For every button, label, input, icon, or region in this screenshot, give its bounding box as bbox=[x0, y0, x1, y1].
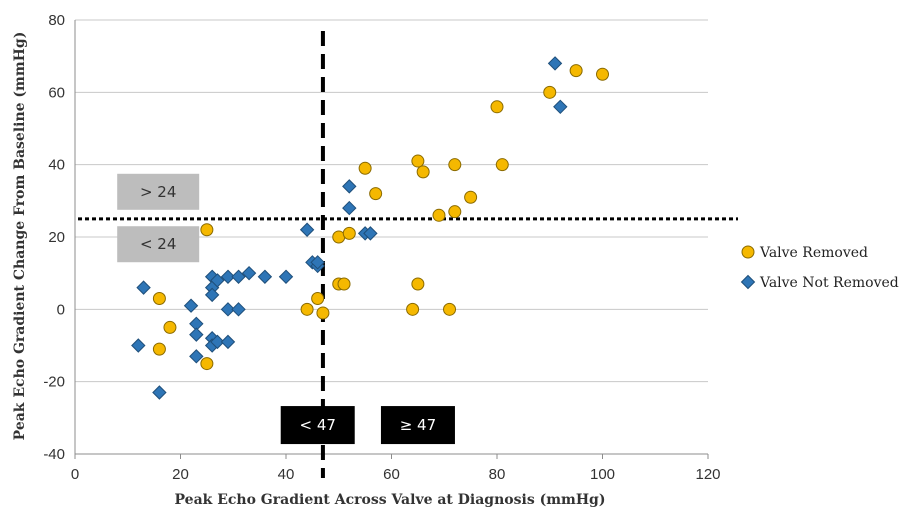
annotation-label: > 24 bbox=[140, 183, 176, 201]
x-tick-label: 120 bbox=[695, 466, 720, 483]
annotation-box bbox=[117, 173, 200, 210]
data-point bbox=[432, 208, 446, 222]
data-point bbox=[416, 165, 430, 179]
data-point bbox=[342, 226, 356, 240]
y-tick-label: -40 bbox=[43, 446, 65, 463]
x-tick-label: 60 bbox=[383, 466, 400, 483]
data-point bbox=[204, 287, 220, 303]
data-point bbox=[200, 357, 214, 371]
x-tick-label: 40 bbox=[278, 466, 295, 483]
data-point bbox=[543, 85, 557, 99]
data-point bbox=[257, 269, 273, 284]
x-tick-label: 80 bbox=[489, 466, 506, 483]
data-point bbox=[189, 349, 204, 364]
legend-label: Valve Removed bbox=[759, 245, 868, 261]
data-point bbox=[300, 302, 314, 316]
data-point bbox=[152, 385, 167, 400]
data-point bbox=[299, 222, 315, 237]
data-point bbox=[210, 334, 225, 350]
data-point bbox=[411, 154, 425, 168]
annotation-box bbox=[380, 406, 455, 445]
data-point bbox=[278, 269, 294, 284]
data-point bbox=[337, 277, 351, 291]
data-point bbox=[136, 280, 151, 295]
legend: Valve Removed Valve Not Removed bbox=[740, 245, 899, 291]
legend-marker bbox=[740, 274, 756, 290]
data-point bbox=[406, 302, 420, 316]
data-point bbox=[231, 302, 246, 317]
annotation-label: < 47 bbox=[300, 416, 336, 434]
data-point bbox=[411, 277, 425, 291]
x-axis-title: Peak Echo Gradient Across Valve at Diagn… bbox=[175, 492, 606, 508]
annotation-label: < 24 bbox=[140, 235, 176, 253]
y-tick-label: 0 bbox=[57, 301, 65, 318]
data-point bbox=[553, 99, 568, 115]
data-points bbox=[131, 56, 609, 400]
data-point bbox=[596, 67, 609, 81]
data-point bbox=[210, 273, 225, 288]
series-valve-removed bbox=[152, 64, 609, 371]
annotation-box bbox=[117, 226, 200, 263]
x-tick-label: 20 bbox=[172, 466, 189, 483]
data-point bbox=[310, 255, 325, 270]
y-tick-label: 40 bbox=[48, 157, 65, 174]
y-tick-label: -20 bbox=[43, 374, 65, 391]
data-point bbox=[189, 327, 204, 342]
x-tick-label: 100 bbox=[590, 466, 615, 483]
data-point bbox=[443, 302, 457, 316]
data-point bbox=[342, 179, 357, 194]
data-point bbox=[448, 158, 462, 172]
legend-marker bbox=[741, 245, 755, 259]
data-point bbox=[311, 291, 325, 305]
data-point bbox=[363, 226, 378, 241]
data-point bbox=[569, 64, 583, 78]
x-tick-label: 0 bbox=[71, 466, 79, 483]
annotations: > 24 < 24 < 47 ≥ 47 bbox=[117, 173, 455, 445]
data-point bbox=[495, 158, 509, 172]
data-point bbox=[183, 298, 199, 313]
data-point bbox=[241, 265, 257, 281]
data-point bbox=[369, 187, 383, 201]
data-point bbox=[316, 306, 330, 320]
data-point bbox=[490, 100, 504, 114]
data-point bbox=[547, 56, 563, 71]
data-point bbox=[464, 190, 478, 204]
legend-label: Valve Not Removed bbox=[759, 275, 899, 291]
data-point bbox=[152, 342, 166, 356]
series-valve-not-removed bbox=[131, 56, 568, 400]
data-point bbox=[152, 291, 166, 305]
annotation-label: ≥ 47 bbox=[400, 416, 436, 434]
data-point bbox=[358, 161, 372, 175]
data-point bbox=[342, 200, 357, 216]
annotation-box bbox=[280, 406, 355, 445]
y-axis-title: Peak Echo Gradient Change From Baseline … bbox=[12, 32, 28, 441]
data-point bbox=[220, 302, 236, 317]
data-point bbox=[220, 334, 236, 350]
y-tick-label: 80 bbox=[48, 12, 65, 29]
data-point bbox=[231, 269, 246, 284]
data-point bbox=[163, 320, 177, 334]
data-point bbox=[220, 269, 236, 284]
axes: -40 -20 0 20 40 60 80 0 20 40 60 80 100 120 bbox=[43, 12, 720, 483]
y-tick-label: 60 bbox=[48, 84, 65, 101]
y-tick-label: 20 bbox=[48, 229, 65, 246]
data-point bbox=[448, 205, 462, 219]
threshold-lines bbox=[78, 31, 738, 478]
data-point bbox=[200, 223, 214, 237]
data-point bbox=[131, 338, 146, 353]
